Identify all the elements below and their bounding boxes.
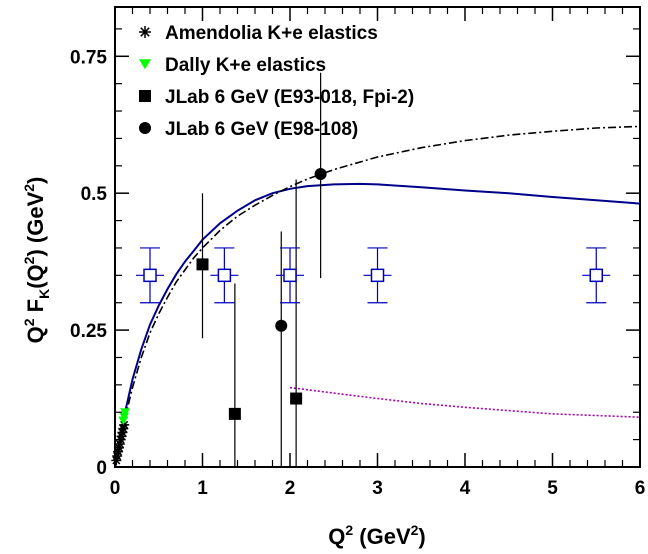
y-tick-label: 0 [96,458,107,479]
curve-dashdot [114,125,641,468]
curve-dotted [289,386,641,418]
y-tick-label: 0.25 [70,321,107,342]
triangle-marker [118,416,129,425]
asterisk-marker [119,419,130,430]
y-tick-label: 0.75 [70,47,107,68]
x-tick-label: 4 [460,478,471,499]
circle-marker [275,319,288,332]
square-marker [196,258,209,271]
data-points [111,72,611,467]
square-marker [228,407,241,420]
open-square-marker [370,268,385,283]
x-axis-title: Q2 (GeV2) [328,522,426,549]
open-square-marker [217,268,232,283]
asterisk-marker [139,26,151,38]
x-tick-label: 2 [285,478,296,499]
square-marker [290,392,303,405]
circle-marker [314,168,327,181]
legend: Amendolia K+e elastics Dally K+e elastics… [139,23,414,140]
open-square-marker [589,268,603,283]
x-tick-label: 6 [635,478,646,499]
curve-solid [114,182,641,468]
triangle-marker [120,408,131,417]
axis-ticks: 0 1 2 3 4 5 6 0 0.25 0.5 0.75 [70,7,645,499]
open-square-marker [143,268,157,283]
legend-label: Dally K+e elastics [165,55,326,76]
square-marker [139,90,151,102]
triangle-marker [119,412,130,422]
y-axis-title: Q2 FK(Q2) (GeV2) [21,177,52,344]
triangle-marker [139,59,151,70]
asterisk-stroke [140,27,150,37]
model-curves [114,125,641,468]
legend-label: Amendolia K+e elastics [165,23,378,44]
y-tick-label: 0.5 [81,184,108,205]
x-tick-label: 1 [197,478,208,499]
legend-label: JLab 6 GeV (E93-018, Fpi-2) [165,87,414,108]
legend-label: JLab 6 GeV (E98-108) [165,119,358,140]
x-tick-label: 3 [372,478,383,499]
open-square-marker [283,268,297,283]
circle-marker [139,122,151,134]
x-tick-label: 0 [110,478,121,499]
asterisk-stroke [120,420,129,429]
x-tick-label: 5 [547,478,558,499]
